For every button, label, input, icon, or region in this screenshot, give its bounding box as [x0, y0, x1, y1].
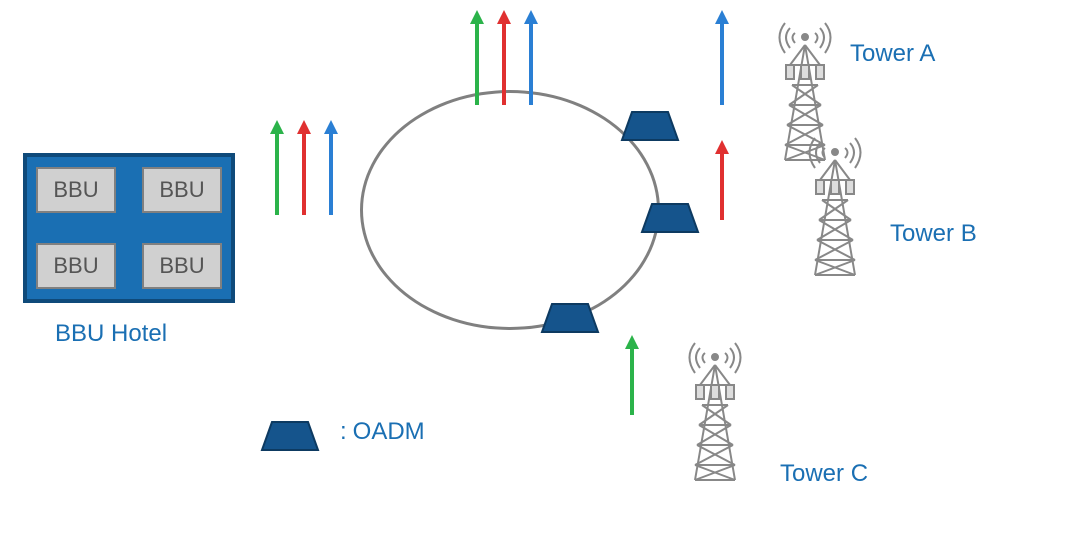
oadm-node: [540, 300, 600, 336]
wavelength-arrow: [720, 140, 724, 220]
bbu-cell: BBU: [142, 243, 222, 289]
wdm-ring: [360, 90, 660, 330]
wavelength-arrow: [529, 10, 533, 105]
wavelength-arrow: [720, 10, 724, 105]
wavelength-arrow: [502, 10, 506, 105]
wavelength-arrow: [630, 335, 634, 415]
legend-oadm-label: :OADM: [340, 418, 425, 446]
wavelength-arrow: [302, 120, 306, 215]
bbu-cell-label: BBU: [159, 253, 204, 279]
oadm-shape: [262, 422, 318, 450]
wavelength-arrow: [329, 120, 333, 215]
bbu-hotel-label: BBU Hotel: [55, 320, 167, 348]
tower-icon: [800, 130, 870, 280]
bbu-cell-label: BBU: [53, 253, 98, 279]
bbu-cell: BBU: [36, 243, 116, 289]
wavelength-arrow: [475, 10, 479, 105]
tower-icon: [680, 335, 750, 485]
tower-label: Tower C: [780, 460, 868, 488]
bbu-cell: BBU: [142, 167, 222, 213]
wavelength-arrow: [275, 120, 279, 215]
bbu-cell-label: BBU: [53, 177, 98, 203]
bbu-cell-label: BBU: [159, 177, 204, 203]
bbu-cell: BBU: [36, 167, 116, 213]
oadm-node: [640, 200, 700, 236]
cell-tower: [680, 335, 750, 490]
tower-label: Tower B: [890, 220, 977, 248]
tower-label: Tower A: [850, 40, 935, 68]
cell-tower: [800, 130, 870, 285]
oadm-node: [620, 108, 680, 144]
legend-oadm-icon: [260, 418, 320, 454]
